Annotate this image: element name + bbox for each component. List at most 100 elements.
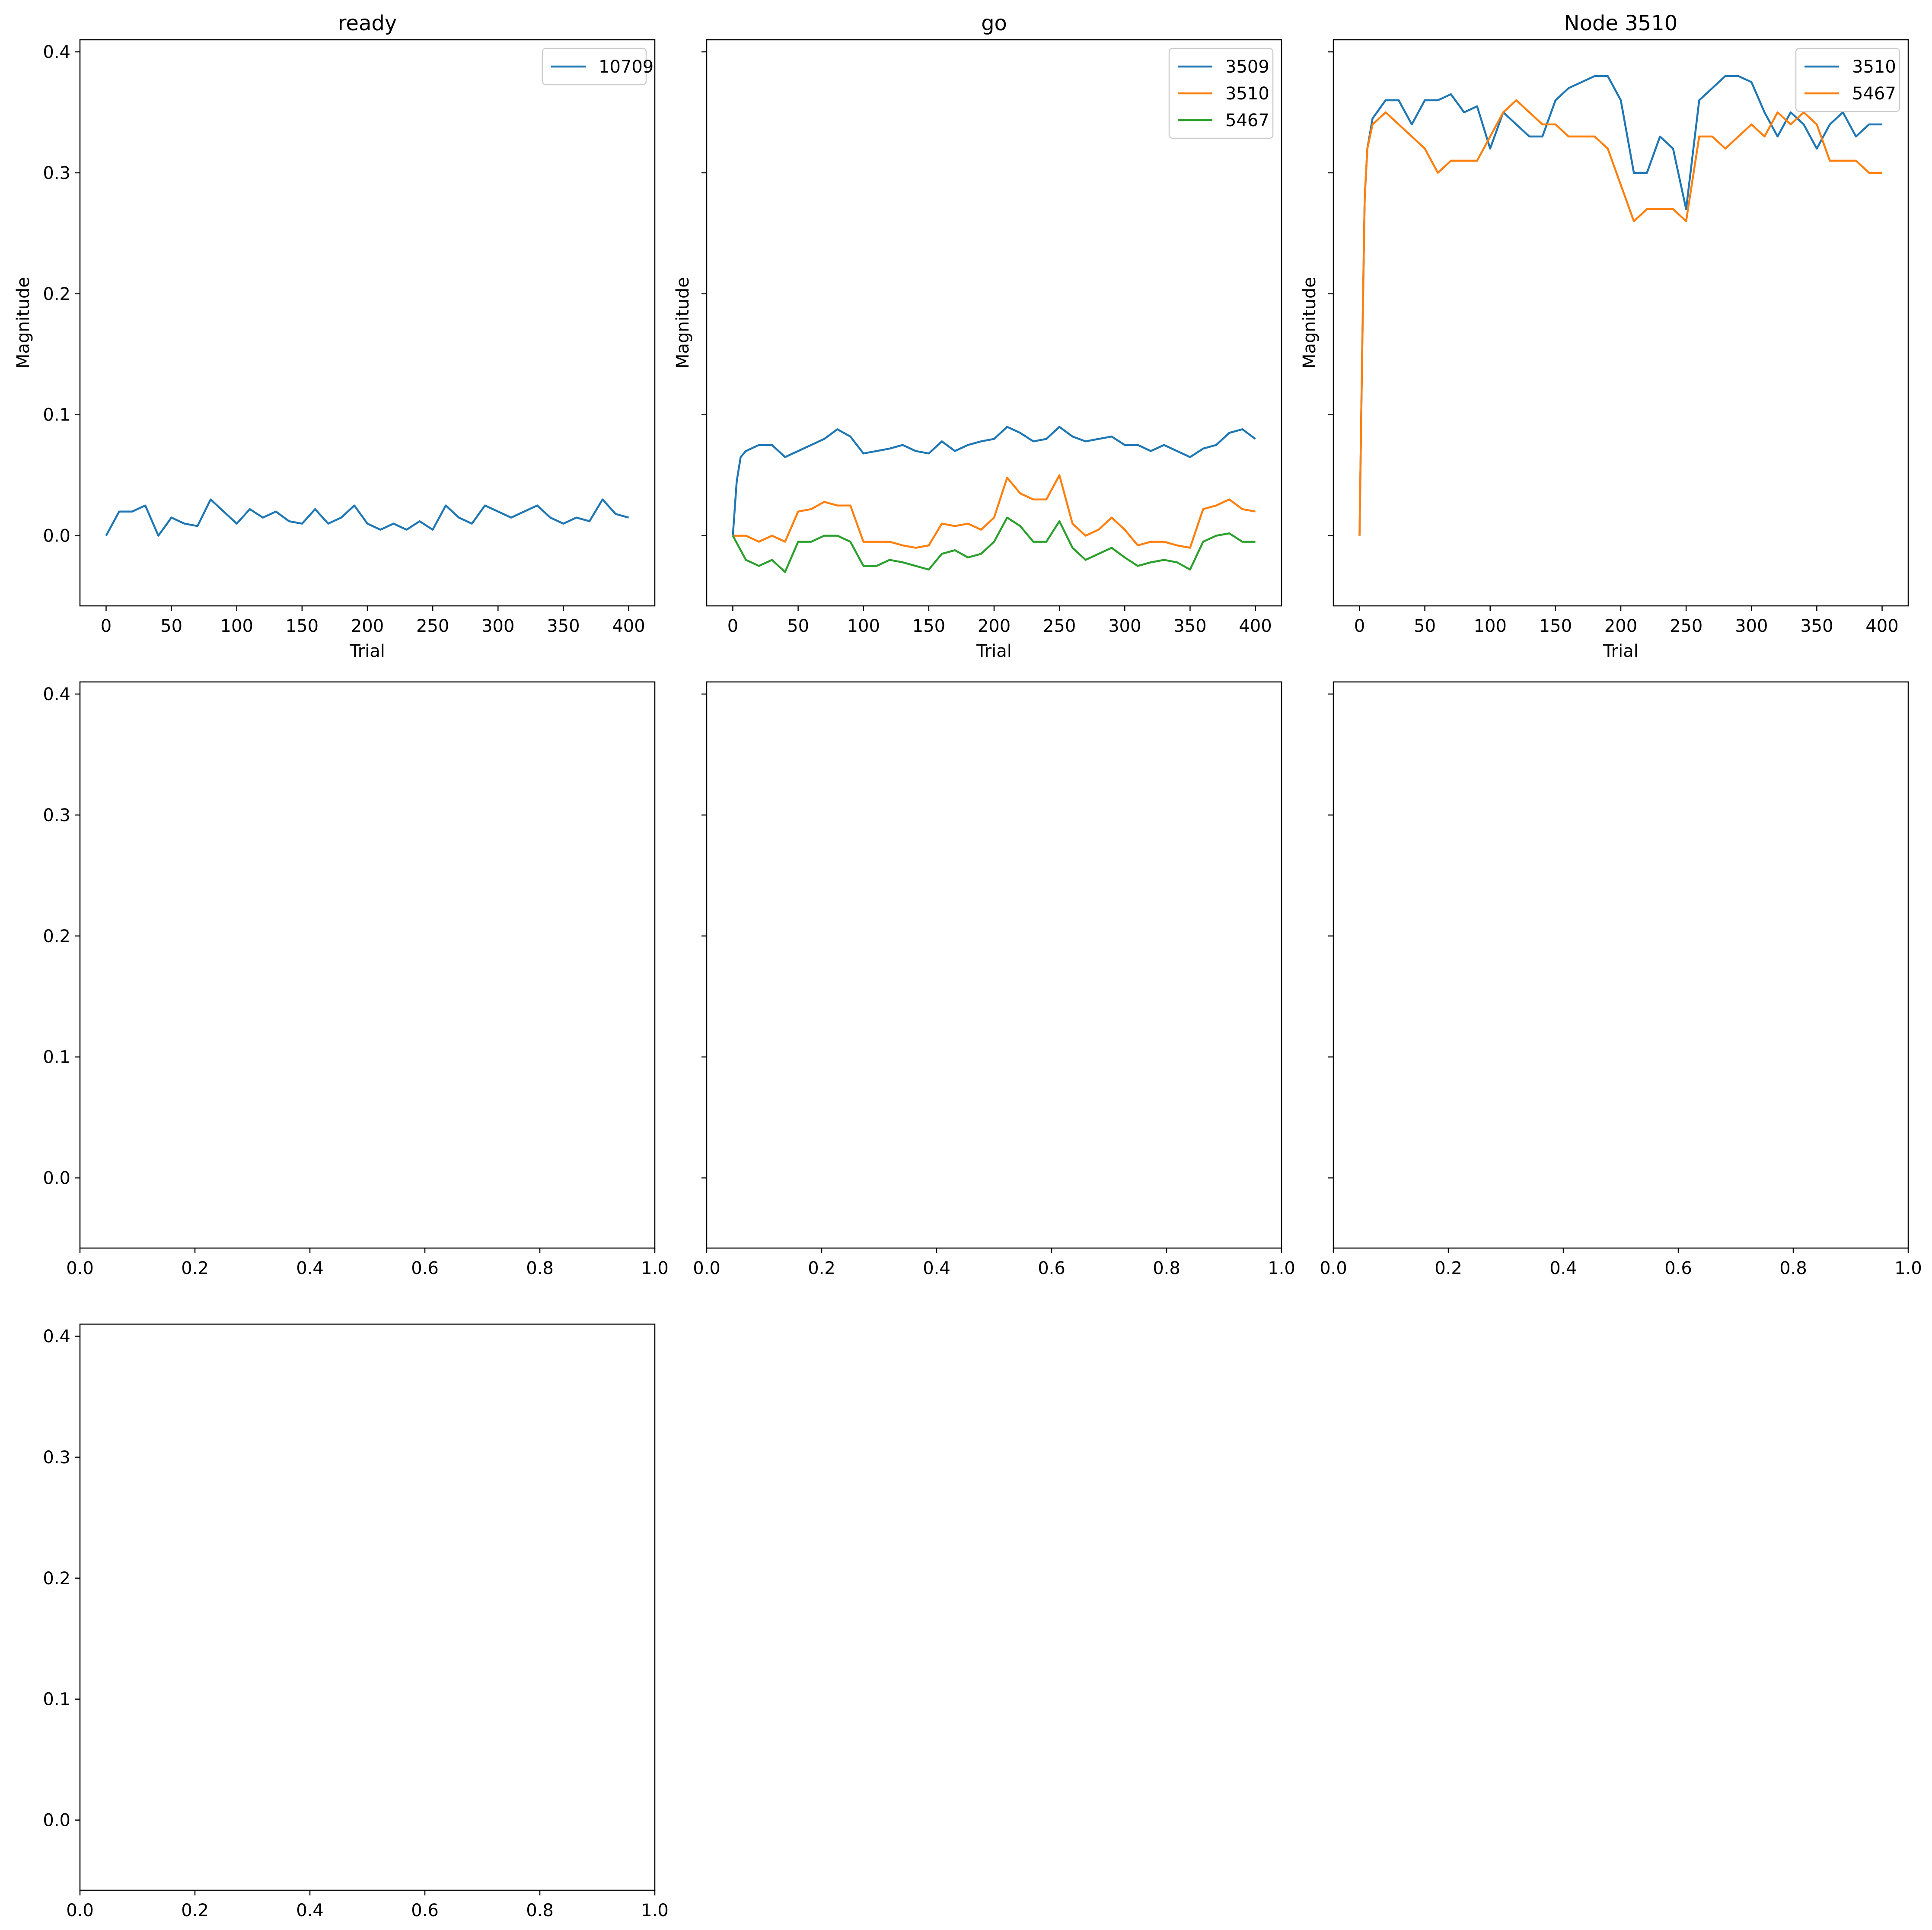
x-tick-label: 0.4 — [296, 1901, 324, 1920]
x-tick-label: 0.2 — [181, 1258, 209, 1278]
x-tick-label: 150 — [912, 616, 945, 636]
x-tick-label: 0.4 — [923, 1258, 950, 1278]
x-tick-label: 0.0 — [66, 1901, 94, 1920]
legend: 3510 5467 — [1795, 48, 1900, 112]
axes-frame — [706, 681, 1282, 1249]
y-tick-label: 0.0 — [43, 1811, 70, 1831]
y-tick-label: 0.0 — [43, 1169, 70, 1188]
legend-box — [542, 48, 647, 86]
y-tick-label: 0.3 — [43, 163, 70, 183]
y-axis-label: Magnitude — [1300, 277, 1320, 369]
x-tick-label: 400 — [1239, 616, 1272, 636]
x-tick-label: 1.0 — [1268, 1258, 1295, 1278]
legend: 10709 — [542, 48, 654, 86]
x-tick-label: 0.6 — [411, 1901, 439, 1920]
x-tick-label: 150 — [1539, 616, 1572, 636]
chart-panel-7: 0.0 0.1 0.2 0.3 0.4 0.0 0.2 0.4 0.6 0.8 1.0 — [43, 1323, 669, 1920]
series-line-5467 — [1358, 99, 1882, 536]
chart-panel-6: 0.0 0.2 0.4 0.6 0.8 1.0 — [1320, 681, 1922, 1278]
y-tick-label: 0.3 — [43, 1448, 70, 1468]
chart-panel-4: 0.0 0.1 0.2 0.3 0.4 0.0 0.2 0.4 0.6 0.8 1.0 — [43, 681, 669, 1278]
y-axis-label: Magnitude — [673, 277, 693, 369]
legend-label: 5467 — [1225, 111, 1269, 131]
series-line-3510 — [1358, 75, 1882, 536]
y-tick-label: 0.2 — [43, 927, 70, 946]
chart-panel-3: 0 50 100 150 200 250 300 350 400 Node 3510 Trial Ma… — [1300, 11, 1909, 661]
x-tick-label: 1.0 — [641, 1258, 669, 1278]
x-tick-label: 100 — [1474, 616, 1507, 636]
axes-frame — [79, 681, 656, 1249]
x-tick-label: 0.6 — [1038, 1258, 1065, 1278]
x-tick-label: 200 — [351, 616, 384, 636]
x-tick-label: 50 — [1414, 616, 1436, 636]
y-tick-label: 0.3 — [43, 806, 70, 825]
x-tick-label: 300 — [1735, 616, 1768, 636]
x-axis-label: Trial — [1603, 641, 1639, 661]
axes-frame — [79, 1323, 656, 1891]
legend-label: 3510 — [1225, 84, 1269, 104]
series-line-10709 — [105, 498, 629, 537]
chart-title: Node 3510 — [1564, 11, 1678, 35]
x-tick-label: 0.8 — [526, 1901, 554, 1920]
x-tick-label: 300 — [1108, 616, 1141, 636]
x-tick-label: 0 — [101, 616, 112, 636]
x-tick-label: 0 — [727, 616, 738, 636]
x-tick-label: 0.0 — [693, 1258, 721, 1278]
series-line-5467 — [732, 516, 1256, 573]
x-tick-label: 1.0 — [1894, 1258, 1922, 1278]
y-tick-label: 0.2 — [43, 1569, 70, 1589]
x-tick-label: 1.0 — [641, 1901, 669, 1920]
x-tick-label: 200 — [1604, 616, 1637, 636]
legend-label: 3509 — [1225, 57, 1269, 77]
x-tick-label: 0.0 — [66, 1258, 94, 1278]
x-tick-label: 0.8 — [1779, 1258, 1807, 1278]
y-tick-label: 0.1 — [43, 1690, 70, 1710]
series-line-3509 — [732, 426, 1256, 536]
x-tick-label: 350 — [1800, 616, 1833, 636]
x-tick-label: 400 — [612, 616, 645, 636]
chart-panel-5: 0.0 0.2 0.4 0.6 0.8 1.0 — [693, 681, 1295, 1278]
legend-label: 10709 — [599, 57, 654, 77]
x-tick-label: 150 — [286, 616, 319, 636]
x-tick-label: 350 — [1173, 616, 1206, 636]
legend-label: 5467 — [1852, 84, 1896, 104]
x-tick-label: 0.0 — [1320, 1258, 1347, 1278]
x-tick-label: 0.2 — [808, 1258, 835, 1278]
x-tick-label: 300 — [481, 616, 514, 636]
chart-title: ready — [338, 11, 397, 35]
legend-label: 3510 — [1852, 57, 1896, 77]
x-tick-label: 250 — [1670, 616, 1702, 636]
chart-panel-2: 0 50 100 150 200 250 300 350 400 go Trial Magnitude… — [673, 11, 1282, 661]
x-tick-label: 0.6 — [1664, 1258, 1692, 1278]
x-tick-label: 100 — [847, 616, 880, 636]
x-tick-label: 200 — [978, 616, 1011, 636]
y-tick-label: 0.4 — [43, 685, 70, 704]
y-tick-label: 0.1 — [43, 405, 70, 425]
y-tick-label: 0.2 — [43, 284, 70, 304]
y-tick-label: 0.4 — [43, 1327, 70, 1347]
x-axis-label: Trial — [976, 641, 1012, 661]
x-axis-label: Trial — [349, 641, 385, 661]
chart-title: go — [981, 11, 1007, 35]
y-tick-label: 0.1 — [43, 1048, 70, 1067]
x-tick-label: 250 — [416, 616, 449, 636]
x-tick-label: 0.8 — [526, 1258, 554, 1278]
x-tick-label: 0.2 — [1435, 1258, 1462, 1278]
x-tick-label: 250 — [1043, 616, 1076, 636]
legend-box — [1795, 48, 1900, 112]
y-axis-label: Magnitude — [13, 277, 33, 369]
axes-frame — [1333, 39, 1909, 607]
x-tick-label: 50 — [787, 616, 809, 636]
x-tick-label: 0 — [1354, 616, 1365, 636]
legend-box — [1168, 48, 1274, 139]
x-tick-label: 400 — [1865, 616, 1898, 636]
chart-panel-1: 0.0 0.1 0.2 0.3 0.4 0 50 100 150 200 250 300 350 400 r… — [13, 11, 656, 661]
x-tick-label: 100 — [220, 616, 253, 636]
legend: 3509 3510 5467 — [1168, 48, 1274, 139]
x-tick-label: 0.2 — [181, 1901, 209, 1920]
x-tick-label: 0.6 — [411, 1258, 439, 1278]
x-tick-label: 0.4 — [296, 1258, 324, 1278]
y-tick-label: 0.0 — [43, 526, 70, 546]
y-tick-label: 0.4 — [43, 42, 70, 62]
